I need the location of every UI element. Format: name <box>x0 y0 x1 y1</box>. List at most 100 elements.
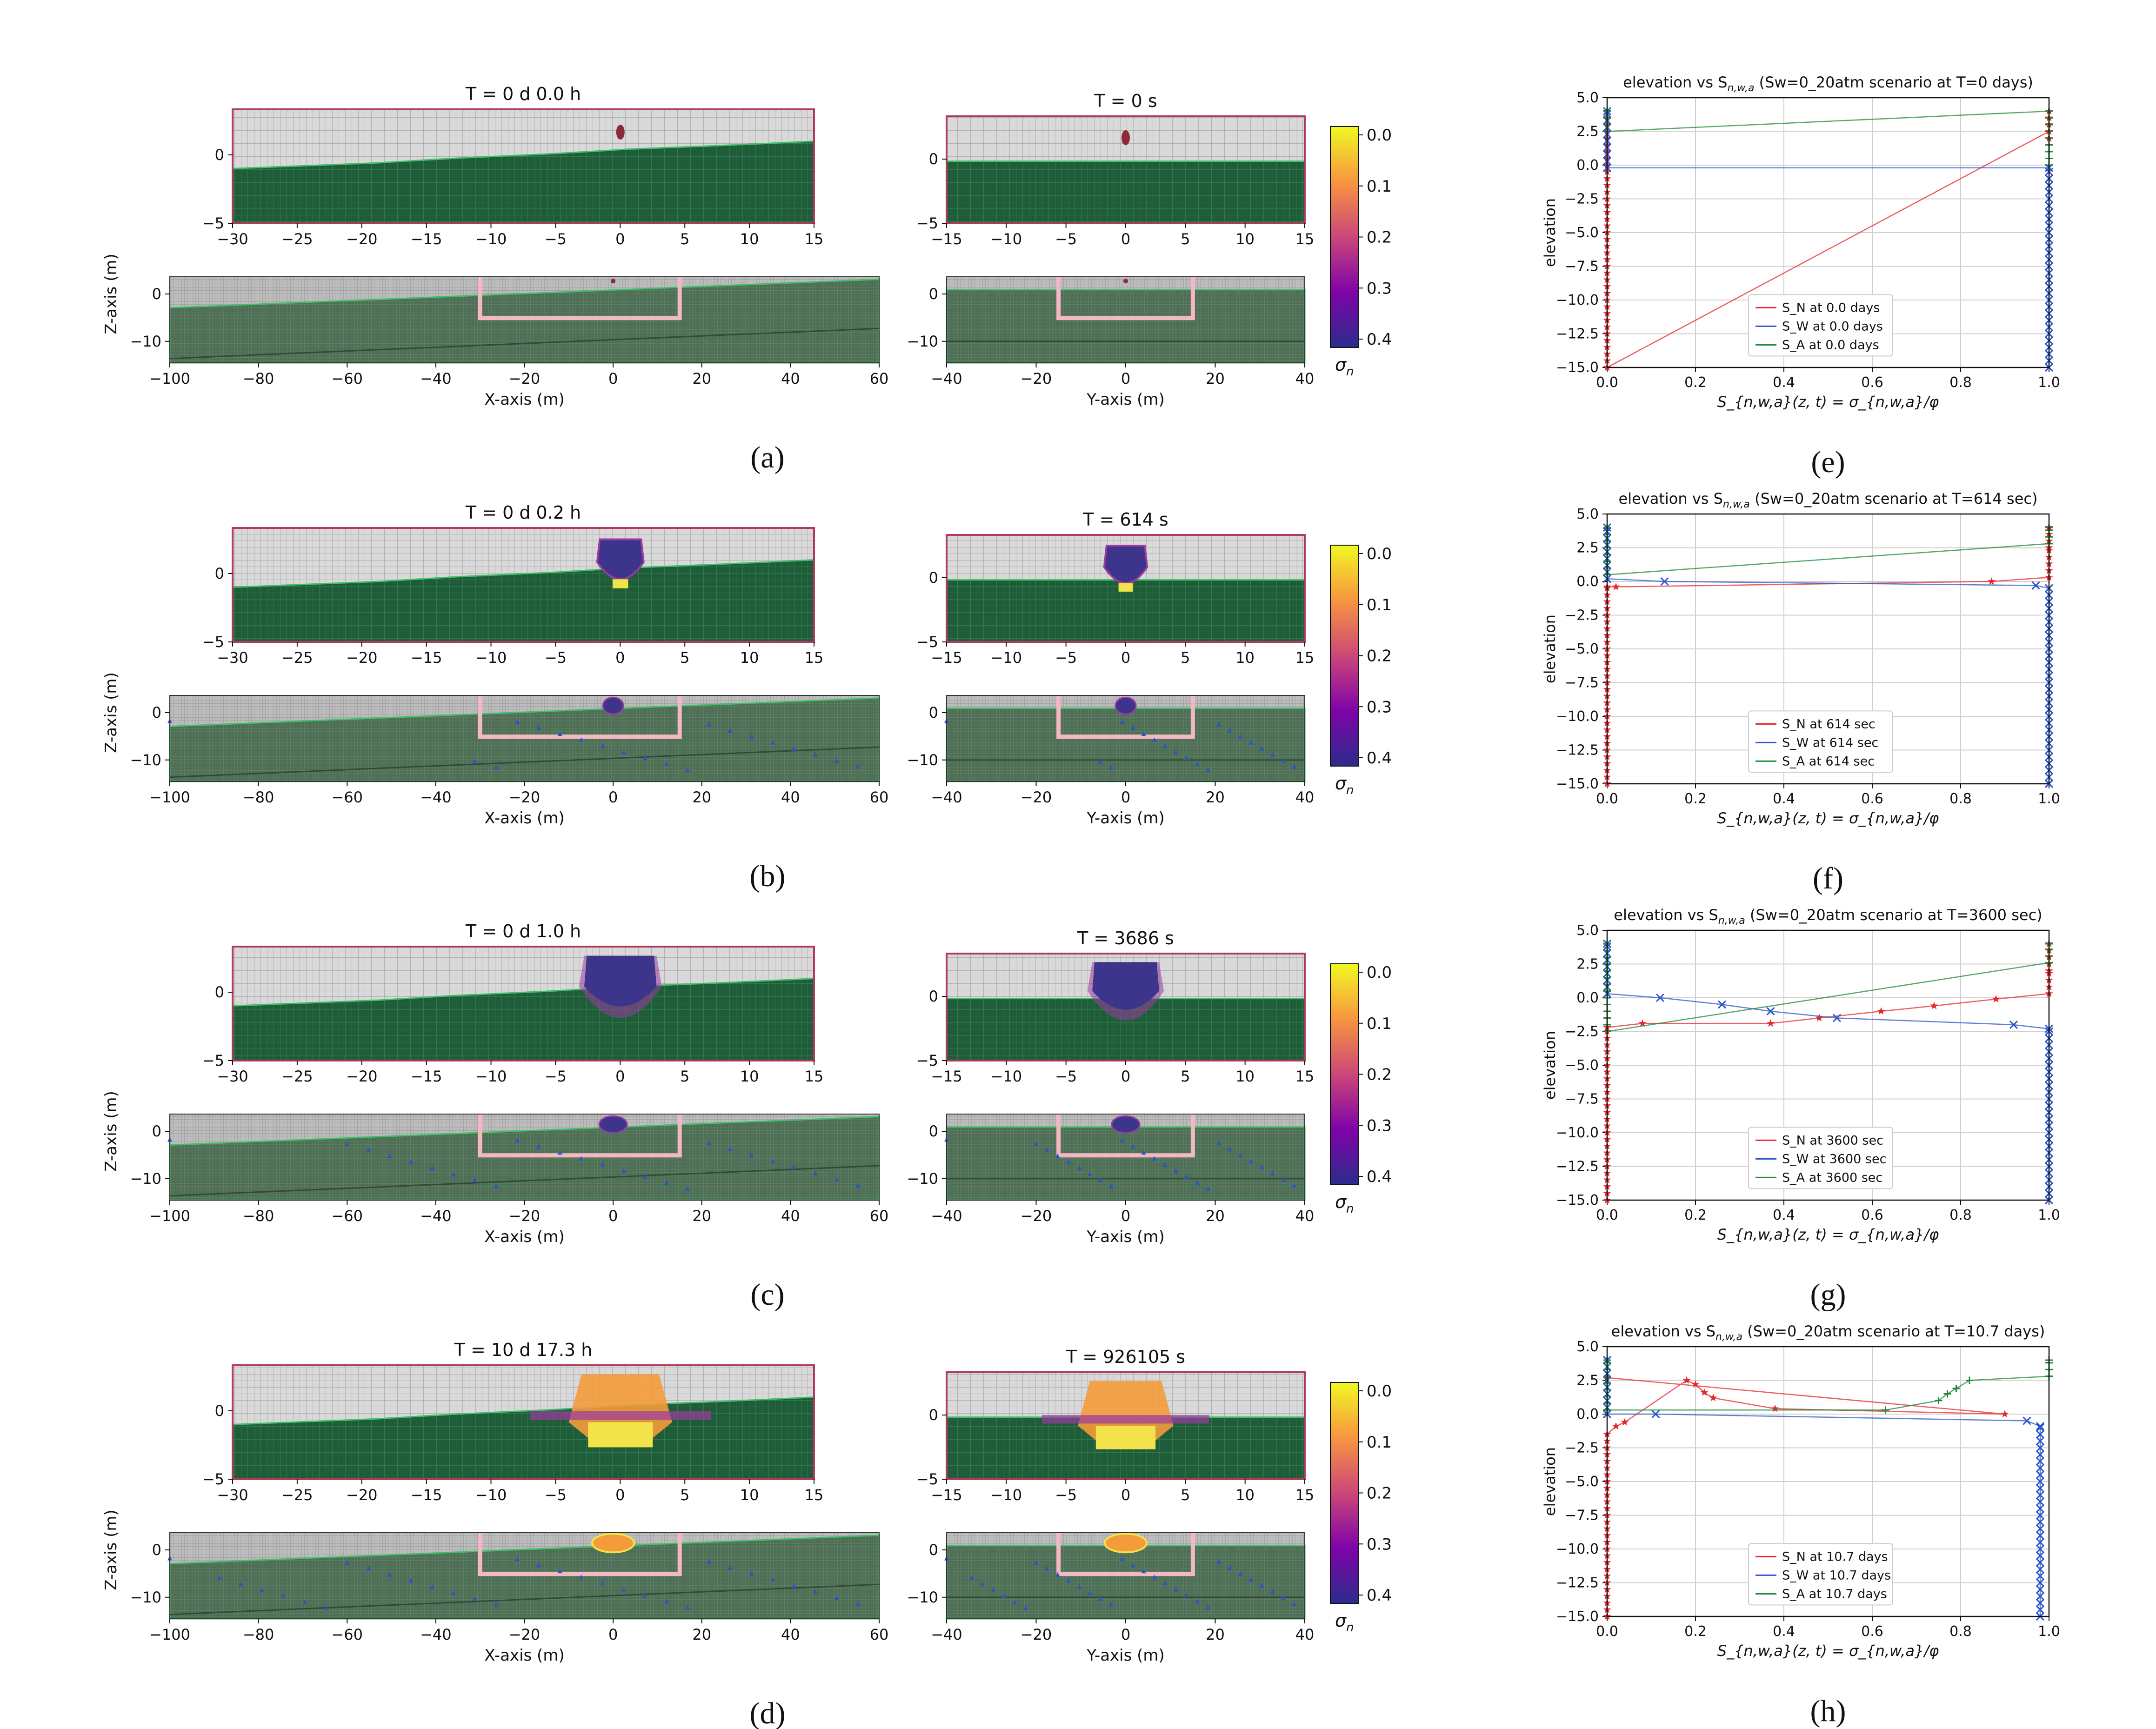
tracer-marker <box>1206 1604 1211 1609</box>
z-tick-label: 0 <box>215 983 224 1001</box>
z-tick-label: −5 <box>202 214 224 232</box>
marker-S_W <box>2036 1457 2045 1466</box>
tracer-marker <box>621 1168 626 1173</box>
z-tick-label: −10 <box>907 333 938 350</box>
tracer-marker <box>515 1556 520 1562</box>
wide-soil <box>946 1126 1306 1201</box>
colorbar: 0.0 0.1 0.2 0.3 0.4 σ n <box>1330 1382 1392 1635</box>
y-tick-label: −10.0 <box>1556 1541 1599 1557</box>
xz-top-panel: T = 10 d 17.3 h −30 −25 −20 −15 −10 −5 0 5 10 15 0 −… <box>202 1340 824 1504</box>
tracer-marker <box>1012 1599 1017 1604</box>
tracer-marker <box>1109 1183 1114 1188</box>
x-tick-label: 1.0 <box>2038 374 2060 391</box>
tracer-marker <box>1001 1593 1007 1598</box>
y-axis-label: elevation <box>1541 614 1559 683</box>
tracer-marker <box>834 758 839 763</box>
tracer-marker <box>1248 740 1254 745</box>
x-tick-label: −40 <box>420 1207 452 1225</box>
axis-label: X-axis (m) <box>484 809 564 828</box>
x-tick-label: 20 <box>1206 1207 1225 1225</box>
tracer-marker <box>770 740 775 745</box>
ngl-plume <box>596 538 645 581</box>
zoom-box <box>1056 277 1195 320</box>
tracer-marker <box>1055 1572 1060 1577</box>
tracer-marker <box>1227 728 1232 733</box>
x-tick-label: 20 <box>692 1207 711 1225</box>
x-tick-label: −40 <box>420 788 452 806</box>
y-tick-label: −10.0 <box>1556 292 1599 308</box>
chart-title-suffix: (Sw=0_20atm scenario at T=614 sec) <box>1750 490 2038 507</box>
tracer-marker <box>1120 719 1125 724</box>
row-2: T = 0 d 0.2 h−30 −25 −20 −15 −10 −5 0 5 10 150−5T… <box>102 502 1392 893</box>
tracer-marker <box>685 767 690 772</box>
tracer-marker <box>1066 1578 1071 1583</box>
x-tick-label: 5 <box>680 1486 689 1504</box>
colorbar-tick-label: 0.3 <box>1367 1535 1392 1554</box>
x-tick-label: −20 <box>346 1486 378 1504</box>
x-tick-label: 5 <box>680 1068 689 1085</box>
plume-surface-band <box>530 1411 711 1420</box>
x-tick-label: −15 <box>411 649 442 667</box>
marker-S_W <box>2036 1511 2045 1520</box>
colorbar-tick-label: 0.4 <box>1367 1586 1392 1605</box>
x-tick-label: 60 <box>870 788 889 806</box>
z-tick-label: −5 <box>202 1052 224 1069</box>
panel-label: (g) <box>1810 1278 1846 1312</box>
tracer-marker <box>1152 1156 1157 1161</box>
y-tick-label: −15.0 <box>1556 360 1599 376</box>
y-tick-label: −12.5 <box>1556 742 1599 759</box>
marker-S_W <box>1651 1409 1660 1419</box>
marker-S_N <box>2001 1410 2009 1418</box>
marker-S_N <box>1992 995 2000 1003</box>
tracer-marker <box>1270 1589 1275 1594</box>
tracer-marker <box>621 1587 626 1592</box>
y-tick-label: −7.5 <box>1565 1508 1599 1524</box>
tracer-marker <box>1259 1583 1264 1588</box>
bedrock-line <box>169 327 880 360</box>
axis-label: Y-axis (m) <box>1086 809 1165 828</box>
panel-label: (e) <box>1811 445 1845 479</box>
panel-title: T = 0 s <box>1094 91 1157 111</box>
x-tick-label: 5 <box>1181 230 1190 248</box>
legend-box <box>1748 710 1893 773</box>
marker-S_W <box>2036 1585 2045 1594</box>
x-tick-label: 0 <box>608 370 618 387</box>
x-tick-label: −30 <box>217 1486 248 1504</box>
tracer-marker <box>991 1587 996 1592</box>
plume-front <box>588 1422 653 1448</box>
y-tick-label: 2.5 <box>1576 1373 1599 1389</box>
y-tick-label: −5.0 <box>1565 225 1599 241</box>
x-tick-label: −10 <box>991 649 1022 667</box>
tracer-marker <box>1152 1575 1157 1580</box>
colorbar-tick-label: 0.4 <box>1367 330 1392 349</box>
x-tick-label: 0.2 <box>1684 1207 1707 1223</box>
tracer-marker <box>1162 743 1168 748</box>
panel-title: T = 0 d 0.2 h <box>465 502 581 523</box>
y-tick-label: 5.0 <box>1576 922 1599 939</box>
xz-top-panel: T = 0 d 0.0 h −30 −25 −20 −15 −10 −5 0 5 10 15 0 −5 <box>202 84 824 248</box>
z-tick-label: 0 <box>152 1122 161 1140</box>
tracer-marker <box>770 1577 775 1582</box>
panel-title: T = 3686 s <box>1077 928 1174 948</box>
x-tick-label: −20 <box>1021 1626 1052 1643</box>
x-tick-label: −40 <box>931 788 962 806</box>
wide-soil <box>946 708 1306 782</box>
y-tick-label: 0.0 <box>1576 1406 1599 1422</box>
x-tick-label: −80 <box>243 370 274 387</box>
marker-S_W <box>1832 1014 1842 1022</box>
legend-entry: S_N at 614 sec <box>1782 717 1876 731</box>
tracer-marker <box>685 1186 690 1191</box>
legend-box <box>1748 1543 1893 1606</box>
tracer-marker <box>387 1572 392 1577</box>
x-tick-label: 0 <box>1121 230 1130 248</box>
z-tick-label: −10 <box>130 1589 161 1606</box>
soil-layer <box>946 160 1306 224</box>
saturation-chart-1: 0.0 0.2 0.4 0.6 0.8 1.0 5.0 2.5 0.0 −2.5 −5.0 −7.5 −… <box>1541 73 2060 479</box>
z-tick-label: 0 <box>929 285 938 303</box>
tracer-marker <box>536 1562 541 1568</box>
panel-title: T = 614 s <box>1082 509 1168 530</box>
marker-S_W <box>2036 1531 2045 1540</box>
marker-S_W <box>1717 1000 1727 1009</box>
xz-top-panel: T = 0 d 1.0 h −30 −25 −20 −15 −10 −5 0 5 10 15 0 −5 <box>202 921 824 1085</box>
x-tick-label: −60 <box>331 1207 363 1225</box>
